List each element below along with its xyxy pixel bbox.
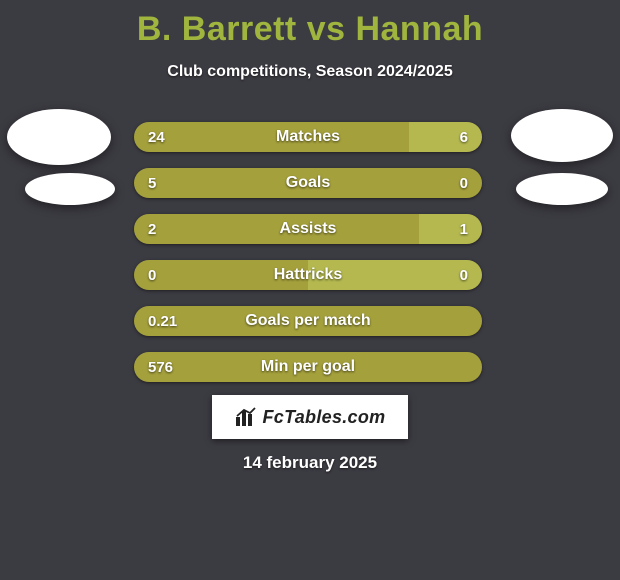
stat-bar-right bbox=[409, 122, 482, 152]
player-right-avatar bbox=[511, 109, 613, 162]
stat-bar-left bbox=[134, 122, 409, 152]
stat-bar-right bbox=[308, 260, 482, 290]
stat-bar-left bbox=[134, 260, 308, 290]
player-left-avatar bbox=[7, 109, 111, 165]
stat-row-hattricks: 00Hattricks bbox=[134, 260, 482, 290]
stat-row-min-per-goal: 576Min per goal bbox=[134, 352, 482, 382]
page-subtitle: Club competitions, Season 2024/2025 bbox=[0, 63, 620, 81]
brand-icon bbox=[235, 407, 257, 427]
stat-bar-left bbox=[134, 352, 482, 382]
stat-row-goals-per-match: 0.21Goals per match bbox=[134, 306, 482, 336]
stat-row-assists: 21Assists bbox=[134, 214, 482, 244]
stat-row-matches: 246Matches bbox=[134, 122, 482, 152]
stat-row-goals: 50Goals bbox=[134, 168, 482, 198]
team-right-badge bbox=[516, 173, 608, 205]
page-title: B. Barrett vs Hannah bbox=[0, 0, 620, 49]
brand-text: FcTables.com bbox=[263, 407, 386, 428]
date-text: 14 february 2025 bbox=[0, 453, 620, 473]
stat-bar-left bbox=[134, 214, 419, 244]
stat-bar-left bbox=[134, 306, 482, 336]
team-left-badge bbox=[25, 173, 115, 205]
stat-bar-right bbox=[419, 214, 482, 244]
stats-container: 246Matches 50Goals 21Assists 00Hattricks 0.2… bbox=[134, 122, 482, 398]
brand-badge: FcTables.com bbox=[212, 395, 408, 439]
stat-bar-left bbox=[134, 168, 482, 198]
